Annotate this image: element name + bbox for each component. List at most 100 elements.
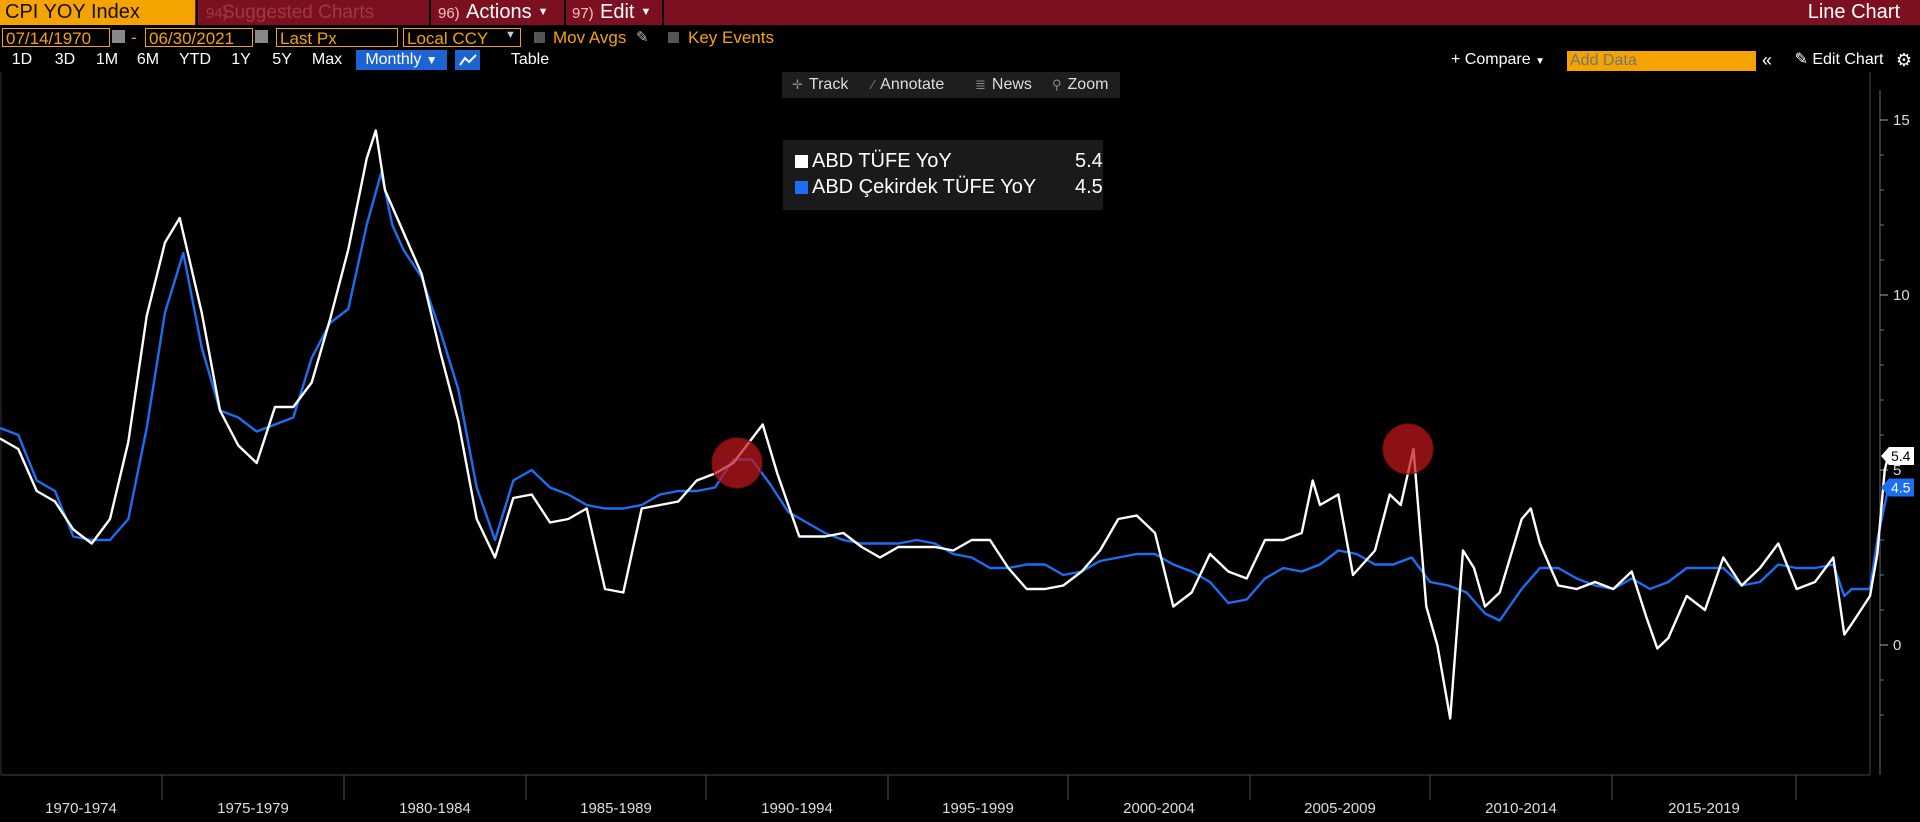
x-tick-label: 1995-1999: [942, 800, 1014, 817]
last-value-tag-core: 4.5: [1881, 478, 1914, 497]
dropdown-icon[interactable]: ▼: [505, 29, 516, 41]
separator: [564, 0, 566, 25]
edit-menu[interactable]: 97) Edit ▼: [566, 0, 662, 25]
price-field-select[interactable]: Last Px: [276, 28, 398, 48]
x-tick-label: 1980-1984: [399, 800, 471, 817]
x-tick-label: 2010-2014: [1485, 800, 1557, 817]
date-dash: -: [131, 28, 141, 47]
separator: [196, 0, 198, 25]
track-tool[interactable]: ✛ Track: [792, 72, 848, 98]
legend-swatch: [795, 181, 808, 194]
y-tick-label: 5: [1893, 462, 1901, 479]
period-3d[interactable]: 3D: [54, 51, 76, 68]
separator: [429, 0, 431, 25]
news-icon: ≣: [975, 77, 986, 92]
x-tick-label: 1990-1994: [761, 800, 833, 817]
frequency-label: Monthly: [365, 51, 422, 68]
pencil-icon: ✎: [1794, 51, 1808, 68]
title-bar: CPI YOY Index 94) Suggested Charts 96) A…: [0, 0, 1920, 25]
caret-down-icon: ▼: [537, 6, 549, 19]
crosshair-icon: ✛: [792, 77, 803, 92]
period-ytd[interactable]: YTD: [179, 51, 211, 68]
period-1d[interactable]: 1D: [11, 51, 33, 68]
suggested-number: 94): [206, 5, 228, 22]
period-6m[interactable]: 6M: [136, 51, 160, 68]
collapse-icon[interactable]: «: [1761, 50, 1772, 70]
highlight-marker: [711, 437, 763, 489]
last-value-text: 4.5: [1891, 480, 1911, 496]
annotate-tool[interactable]: ∕ Annotate: [872, 72, 944, 98]
legend-label: ABD TÜFE YoY: [812, 150, 952, 172]
series-line-headline: [0, 129, 1890, 720]
y-tick-label: 10: [1893, 287, 1910, 304]
suggested-charts-menu[interactable]: 94) Suggested Charts: [200, 0, 428, 25]
chart-legend[interactable]: ABD TÜFE YoY 5.4 ABD Çekirdek TÜFE YoY 4…: [783, 140, 1103, 210]
start-date-field[interactable]: 07/14/1970: [2, 28, 110, 48]
actions-menu[interactable]: 96) Actions ▼: [432, 0, 564, 25]
x-tick-label: 2000-2004: [1123, 800, 1195, 817]
key-events-label: Key Events: [688, 28, 783, 47]
x-tick-label: 2015-2019: [1668, 800, 1740, 817]
calendar-icon[interactable]: [112, 30, 125, 43]
end-date-field[interactable]: 06/30/2021: [145, 28, 253, 48]
zoom-tool[interactable]: ⚲ Zoom: [1052, 72, 1108, 98]
y-tick-label: 15: [1893, 112, 1910, 129]
frequency-select[interactable]: Monthly ▼: [356, 50, 447, 70]
edit-label: Edit: [600, 1, 635, 23]
zoom-label: Zoom: [1067, 76, 1109, 93]
highlight-markers: [711, 423, 1434, 489]
chart-toolbar: ✛ Track ∕ Annotate ≣ News ⚲ Zoom: [782, 72, 1120, 98]
actions-label: Actions: [466, 1, 532, 23]
chart-type-title: Line Chart: [1807, 1, 1900, 23]
suggested-label: Suggested Charts: [222, 2, 375, 23]
options-bar: 07/14/1970 - 06/30/2021 Last Px Local CC…: [0, 26, 1920, 48]
compare-label: + Compare: [1451, 51, 1531, 68]
x-axis: 1970-1974 1975-1979 1980-1984 1985-1989 1990…: [45, 775, 1797, 817]
last-value-labels: 5.4 4.5: [1881, 447, 1914, 497]
x-tick-label: 1975-1979: [217, 800, 289, 817]
news-tool[interactable]: ≣ News: [975, 72, 1032, 98]
mov-avgs-checkbox[interactable]: [534, 32, 545, 43]
last-value-tag-headline: 5.4: [1881, 447, 1914, 465]
highlight-marker: [1382, 423, 1434, 475]
currency-select[interactable]: Local CCY: [403, 28, 521, 48]
legend-value: 5.4: [1075, 150, 1103, 172]
caret-down-icon: ▼: [425, 53, 438, 67]
actions-number: 96): [438, 5, 460, 22]
pencil-icon[interactable]: ✎: [636, 29, 649, 46]
last-value-bg: [1881, 447, 1914, 465]
gear-icon[interactable]: ⚙: [1895, 50, 1913, 70]
last-value-bg: [1881, 478, 1914, 497]
period-max[interactable]: Max: [311, 51, 343, 68]
y-tick-label: 0: [1893, 637, 1901, 654]
caret-down-icon: ▼: [640, 6, 652, 19]
add-data-input[interactable]: [1567, 51, 1756, 71]
calendar-icon[interactable]: [255, 30, 268, 43]
x-tick-label: 1985-1989: [580, 800, 652, 817]
period-1m[interactable]: 1M: [95, 51, 119, 68]
period-bar: 1D 3D 1M 6M YTD 1Y 5Y Max Monthly ▼ Tabl…: [0, 49, 1920, 71]
magnifier-icon: ⚲: [1052, 77, 1062, 92]
edit-chart-label: Edit Chart: [1812, 51, 1884, 68]
series-line-core: [0, 171, 1890, 622]
edit-number: 97): [572, 5, 594, 22]
caret-down-icon: ▼: [1535, 56, 1545, 67]
period-1y[interactable]: 1Y: [231, 51, 251, 68]
key-events-checkbox[interactable]: [668, 32, 679, 43]
line-chart-icon[interactable]: [455, 50, 480, 70]
y-axis: 15 10 5 0: [1879, 90, 1910, 775]
x-tick-label: 2005-2009: [1304, 800, 1376, 817]
series-layer: [0, 129, 1890, 720]
security-ticker[interactable]: CPI YOY Index: [0, 0, 195, 25]
legend-label: ABD Çekirdek TÜFE YoY: [812, 176, 1037, 198]
x-tick-label: 1970-1974: [45, 800, 117, 817]
annotate-icon: ∕: [872, 77, 875, 92]
separator: [662, 0, 664, 25]
track-label: Track: [808, 76, 849, 93]
compare-button[interactable]: + Compare ▼: [1446, 50, 1550, 70]
edit-chart-button[interactable]: ✎ Edit Chart: [1785, 50, 1893, 70]
table-button[interactable]: Table: [510, 51, 550, 68]
annotate-label: Annotate: [880, 76, 945, 93]
period-5y[interactable]: 5Y: [272, 51, 292, 68]
